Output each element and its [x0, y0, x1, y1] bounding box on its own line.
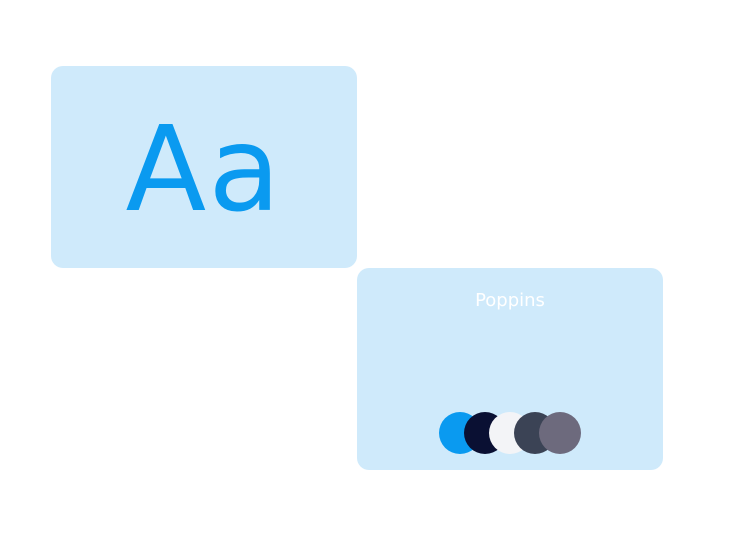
type-specimen-glyphs: Aa — [125, 100, 283, 238]
font-palette-card: Poppins — [357, 268, 663, 470]
color-swatch-row — [439, 412, 589, 454]
font-name-label: Poppins — [475, 290, 545, 311]
type-specimen-card: Aa — [51, 66, 357, 268]
swatch-mauve-gray — [539, 412, 581, 454]
